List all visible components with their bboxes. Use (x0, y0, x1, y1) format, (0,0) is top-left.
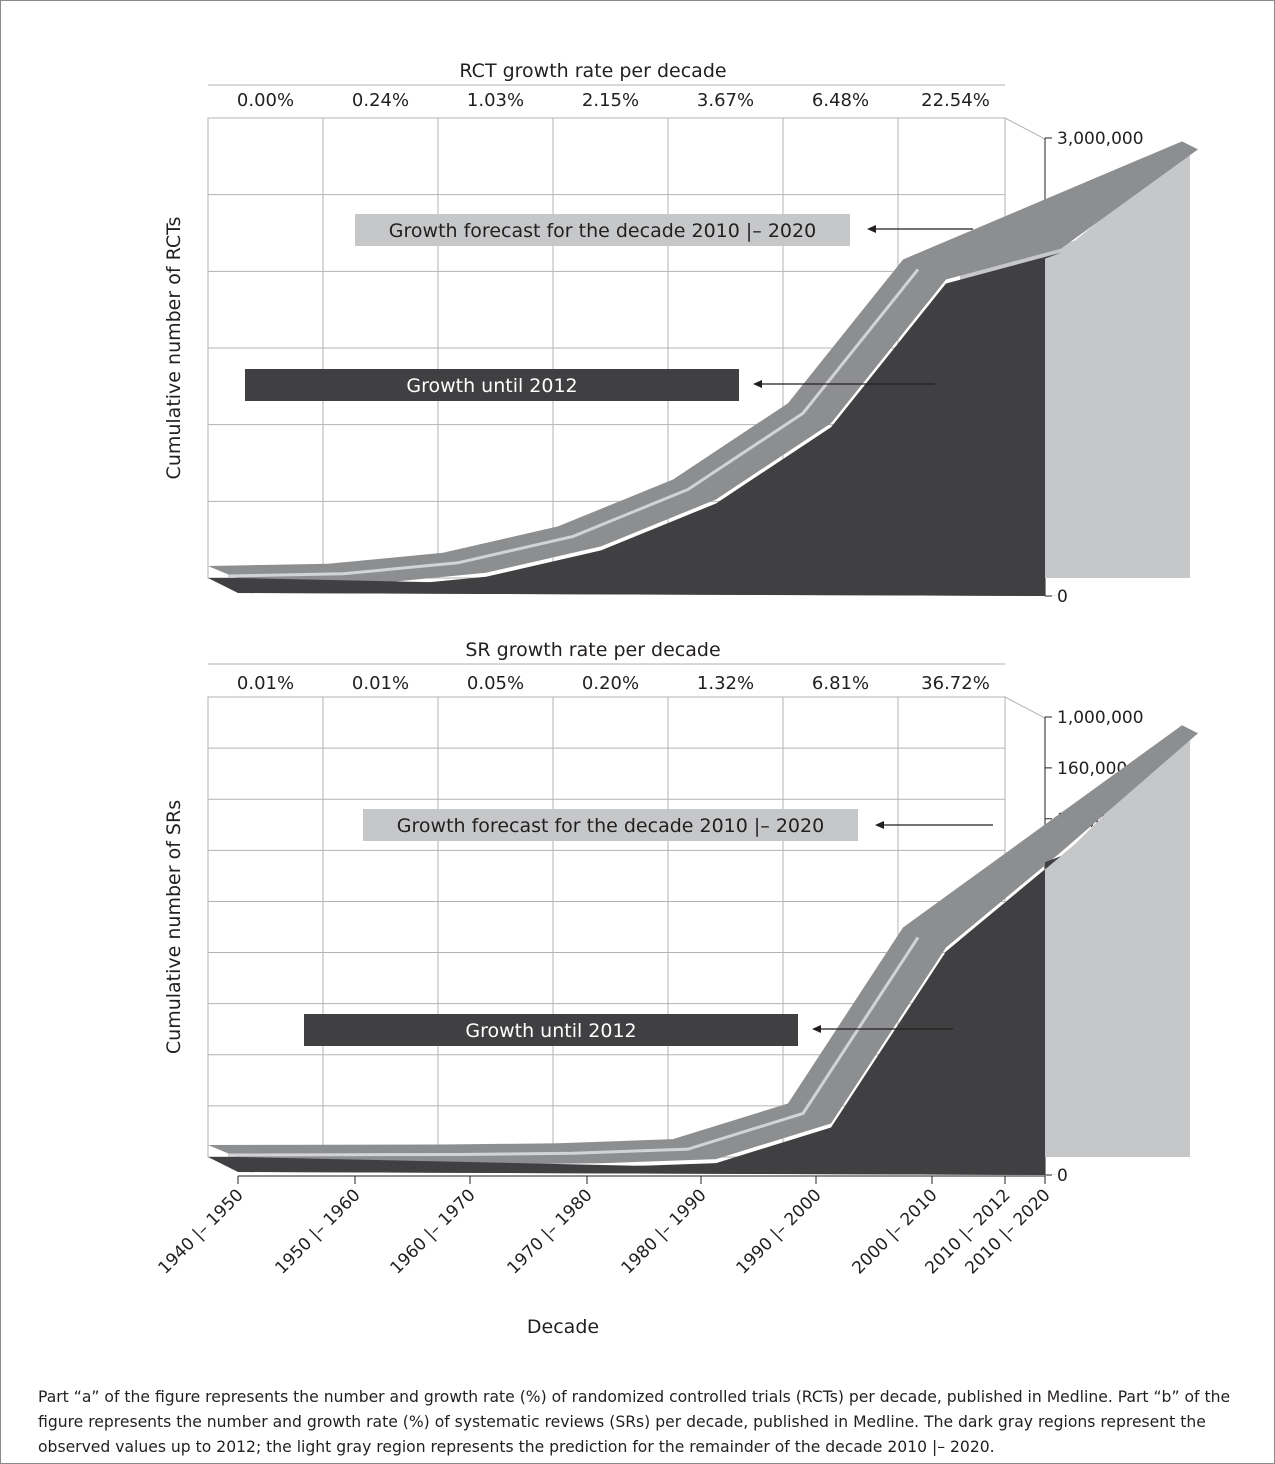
y-tick-label: 1,000,000 (1057, 708, 1144, 728)
series-ribbon (208, 141, 1198, 587)
panel-b-sr-chart: SR growth rate per decade 0.01% 0.01% 0.05%… (163, 639, 1198, 1186)
observed-annotation-box (245, 369, 739, 401)
observed-area-base (208, 1157, 1061, 1175)
x-tick-label: 1940 |– 1950 (155, 1185, 248, 1278)
forecast-annotation-label: Growth forecast for the decade 2010 |– 2… (389, 220, 816, 242)
x-tick-label: 1970 |– 1980 (504, 1185, 597, 1278)
growth-rate-label: 22.54% (921, 90, 990, 111)
growth-rate-title: SR growth rate per decade (465, 639, 720, 661)
forecast-annotation-label: Growth forecast for the decade 2010 |– 2… (397, 815, 824, 837)
annotation-arrowhead (875, 821, 884, 829)
observed-annotation-box (304, 1014, 798, 1046)
growth-rate-label: 1.03% (467, 90, 524, 111)
forecast-annotation-box (355, 214, 850, 246)
y-tick-label: 160,000 (1057, 759, 1127, 779)
x-tick-label: 1990 |– 2000 (733, 1185, 826, 1278)
growth-rate-label: 6.81% (812, 673, 869, 694)
growth-rate-label: 2.15% (582, 90, 639, 111)
growth-rate-label: 36.72% (921, 673, 990, 694)
growth-rate-label: 0.20% (582, 673, 639, 694)
observed-area (238, 856, 1061, 1175)
annotation-arrowhead (867, 225, 876, 233)
x-axis-label: Decade (527, 1316, 599, 1338)
y-tick-label: 3,000,000 (1057, 129, 1144, 149)
decade-x-axis: 1940 |– 1950 1950 |– 1960 1960 |– 1970 1970… (155, 1175, 1055, 1278)
observed-annotation-label: Growth until 2012 (406, 375, 577, 397)
panel-a-rct-chart: RCT growth rate per decade 0.00% 0.24% 1.03… (163, 60, 1198, 607)
series-highlight-line (227, 936, 920, 1157)
growth-rate-label: 0.01% (352, 673, 409, 694)
y-axis-title: Cumulative number of SRs (163, 800, 185, 1054)
observed-area-base (208, 578, 1061, 596)
growth-rate-label: 1.32% (697, 673, 754, 694)
growth-rate-label: 0.00% (237, 90, 294, 111)
observed-annotation-label: Growth until 2012 (465, 1020, 636, 1042)
x-tick-label: 1950 |– 1960 (272, 1185, 365, 1278)
y-tick-label: 0 (1057, 587, 1068, 607)
growth-rate-label: 6.48% (812, 90, 869, 111)
growth-rate-label: 3.67% (697, 90, 754, 111)
growth-rate-label: 0.24% (352, 90, 409, 111)
growth-rate-title: RCT growth rate per decade (459, 60, 726, 82)
growth-rate-label: 0.05% (467, 673, 524, 694)
series-highlight-line (227, 268, 920, 578)
figure-caption: Part “a” of the figure represents the nu… (38, 1388, 1231, 1456)
x-tick-label: 1960 |– 1970 (387, 1185, 480, 1278)
observed-area (238, 252, 1061, 596)
y-tick-label: 0 (1057, 1166, 1068, 1186)
forecast-annotation-box (363, 809, 858, 841)
figure-chart: RCT growth rate per decade 0.00% 0.24% 1.03… (155, 60, 1198, 1338)
y-axis-title: Cumulative number of RCTs (163, 217, 185, 480)
x-tick-label: 1980 |– 1990 (618, 1185, 711, 1278)
growth-rate-label: 0.01% (237, 673, 294, 694)
annotation-arrowhead (812, 1025, 821, 1033)
annotation-arrowhead (753, 380, 762, 388)
